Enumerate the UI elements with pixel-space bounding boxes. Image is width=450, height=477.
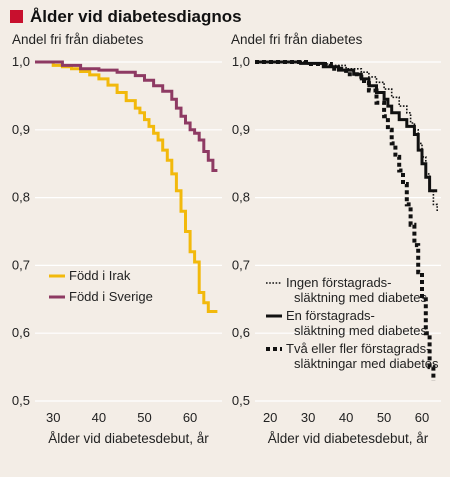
- x-axis-label: Ålder vid diabetesdebut, år: [48, 431, 209, 446]
- panel-right: Andel fri från diabetes 1,0 0,9 0,8 0,7 0,6 0,…: [231, 32, 441, 446]
- legend-label-line: En förstagrads-: [286, 308, 375, 323]
- series-line: [35, 60, 218, 313]
- figure-title: Ålder vid diabetesdiagnos: [30, 7, 242, 26]
- y-tick-label: 0,5: [232, 393, 250, 408]
- y-axis-label: Andel fri från diabetes: [231, 32, 363, 47]
- series-line: [35, 60, 218, 172]
- legend-label: Född i Sverige: [69, 289, 153, 304]
- y-tick-label: 0,5: [12, 393, 30, 408]
- y-tick-label: 0,8: [12, 190, 30, 205]
- y-tick-label: 0,8: [232, 190, 250, 205]
- x-tick-label: 60: [183, 410, 197, 425]
- y-axis-label: Andel fri från diabetes: [12, 32, 144, 47]
- legend-label-line: släktning med diabetes: [294, 290, 427, 305]
- legend-label-line: Två eller fler förstagrads-: [286, 341, 431, 356]
- x-tick-label: 40: [92, 410, 106, 425]
- x-axis-label: Ålder vid diabetesdebut, år: [268, 431, 429, 446]
- y-tick-label: 0,9: [232, 122, 250, 137]
- x-tick-label: 20: [263, 410, 277, 425]
- series-line: [255, 60, 436, 381]
- legend-label-line: släktning med diabetes: [294, 323, 427, 338]
- legend-label: Två eller fler förstagrads-släktningar m…: [286, 341, 439, 371]
- y-tick-label: 0,9: [12, 122, 30, 137]
- y-tick-label: 1,0: [12, 54, 30, 69]
- legend-label-line: släktningar med diabetes: [294, 356, 439, 371]
- y-tick-label: 1,0: [232, 54, 250, 69]
- x-tick-label: 60: [415, 410, 429, 425]
- series-line: [255, 60, 438, 193]
- x-tick-label: 50: [137, 410, 151, 425]
- y-tick-label: 0,7: [232, 257, 250, 272]
- x-tick-label: 50: [377, 410, 391, 425]
- legend-label: En förstagrads-släktning med diabetes: [286, 308, 427, 338]
- y-tick-label: 0,7: [12, 257, 30, 272]
- legend-label: Född i Irak: [69, 268, 131, 283]
- y-tick-label: 0,6: [232, 325, 250, 340]
- x-tick-label: 30: [301, 410, 315, 425]
- legend-label-line: Ingen förstagrads-: [286, 275, 392, 290]
- x-tick-label: 40: [339, 410, 353, 425]
- legend-label: Ingen förstagrads-släktning med diabetes: [286, 275, 427, 305]
- panel-left: Andel fri från diabetes 1,0 0,9 0,8 0,7 0,6 0,…: [12, 32, 222, 446]
- title-marker: [10, 10, 23, 23]
- x-tick-label: 30: [46, 410, 60, 425]
- y-tick-label: 0,6: [12, 325, 30, 340]
